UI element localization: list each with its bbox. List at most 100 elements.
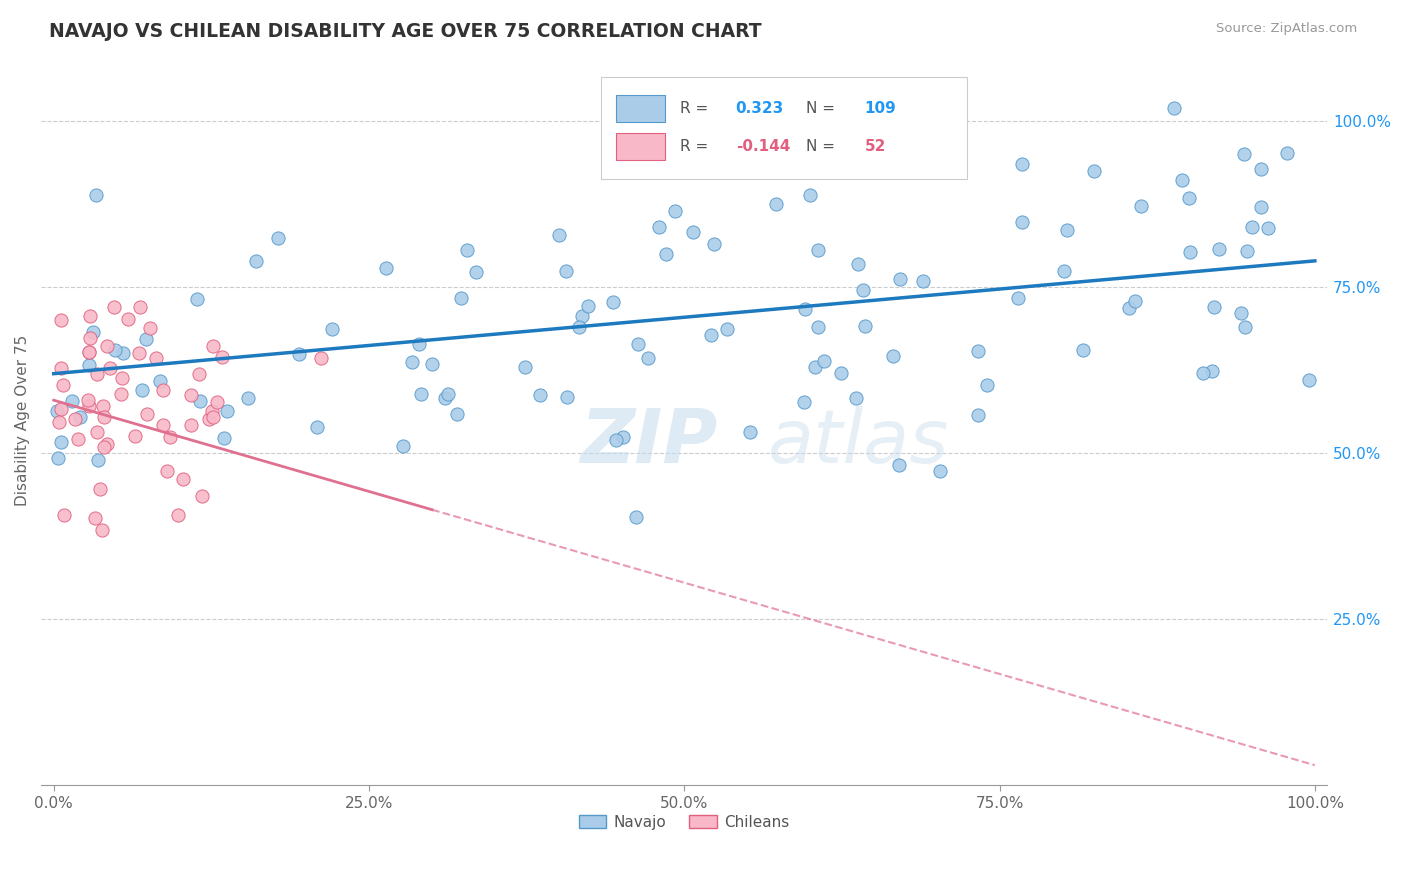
Point (86, 367, 108, 381)
Point (321, 322, 343, 336)
Point (1011, 215, 1033, 229)
Point (145, 351, 167, 365)
Point (49, 313, 72, 327)
Point (807, 320, 830, 334)
Point (205, 395, 228, 409)
Point (464, 265, 486, 279)
Point (1298, 373, 1320, 387)
Point (830, 366, 852, 380)
Point (77, 399, 100, 413)
Point (1071, 343, 1094, 357)
Point (548, 227, 571, 242)
Text: 0.323: 0.323 (735, 101, 785, 116)
Point (846, 257, 869, 271)
Point (139, 320, 162, 334)
Point (201, 409, 224, 424)
Point (1236, 244, 1258, 258)
Text: atlas: atlas (768, 406, 949, 478)
Point (845, 391, 868, 405)
Point (1118, 301, 1140, 315)
Point (211, 350, 233, 364)
Text: 52: 52 (865, 139, 886, 154)
Point (77, 345, 100, 359)
Point (456, 244, 478, 258)
Point (112, 345, 135, 359)
Point (48, 415, 70, 429)
Point (637, 351, 659, 366)
Text: 109: 109 (865, 101, 896, 116)
Point (853, 319, 876, 334)
Point (803, 359, 825, 374)
Point (1007, 291, 1029, 305)
Point (93, 409, 115, 424)
Point (765, 197, 787, 211)
Point (374, 261, 396, 276)
Point (605, 433, 627, 447)
Point (807, 244, 830, 258)
Point (103, 343, 125, 357)
Point (167, 508, 190, 522)
Point (436, 387, 458, 401)
Point (793, 394, 815, 409)
Point (136, 407, 159, 421)
Point (401, 355, 423, 369)
Point (1178, 245, 1201, 260)
Point (1233, 147, 1256, 161)
Point (96, 436, 118, 450)
Point (555, 390, 578, 404)
Point (799, 188, 821, 202)
Point (1052, 264, 1074, 278)
Point (91, 523, 114, 537)
Point (187, 368, 209, 382)
Point (1171, 173, 1194, 187)
Text: ZIP: ZIP (581, 406, 718, 478)
Point (82, 325, 104, 339)
Point (51, 434, 73, 449)
Point (66, 432, 89, 446)
Point (52, 508, 75, 522)
Point (612, 430, 634, 444)
Point (700, 328, 723, 343)
Point (128, 301, 150, 315)
Point (1233, 320, 1256, 334)
Point (186, 292, 208, 306)
Point (69, 410, 91, 425)
Point (135, 332, 157, 346)
Point (305, 419, 328, 434)
Point (571, 309, 593, 323)
Point (266, 231, 288, 245)
Text: -0.144: -0.144 (735, 139, 790, 154)
Point (1201, 364, 1223, 378)
Point (1163, 101, 1185, 115)
Point (117, 312, 139, 326)
Point (529, 388, 551, 402)
Point (716, 321, 738, 335)
Point (190, 394, 212, 409)
Point (159, 430, 181, 444)
Text: NAVAJO VS CHILEAN DISABILITY AGE OVER 75 CORRELATION CHART: NAVAJO VS CHILEAN DISABILITY AGE OVER 75… (49, 22, 762, 41)
Point (46, 451, 69, 466)
Point (103, 301, 125, 315)
Point (1230, 306, 1253, 320)
Point (96, 339, 118, 353)
Point (180, 417, 202, 432)
Text: Source: ZipAtlas.com: Source: ZipAtlas.com (1216, 22, 1357, 36)
Point (411, 387, 433, 401)
Point (1202, 300, 1225, 314)
Point (288, 347, 311, 361)
Point (89, 482, 111, 496)
Point (84, 511, 107, 525)
Point (1208, 242, 1230, 256)
Point (450, 291, 472, 305)
Point (568, 319, 591, 334)
Point (51, 378, 73, 392)
Legend: Navajo, Chileans: Navajo, Chileans (572, 808, 796, 836)
Point (152, 383, 174, 397)
Point (45, 404, 67, 418)
Point (77, 345, 100, 359)
Point (79, 309, 101, 323)
Point (852, 283, 875, 297)
Point (889, 272, 911, 286)
Text: N =: N = (807, 139, 841, 154)
Point (1250, 200, 1272, 214)
